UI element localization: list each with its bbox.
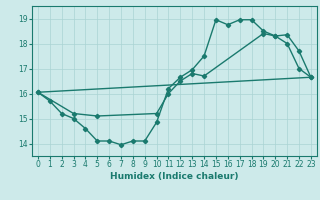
X-axis label: Humidex (Indice chaleur): Humidex (Indice chaleur) <box>110 172 239 181</box>
